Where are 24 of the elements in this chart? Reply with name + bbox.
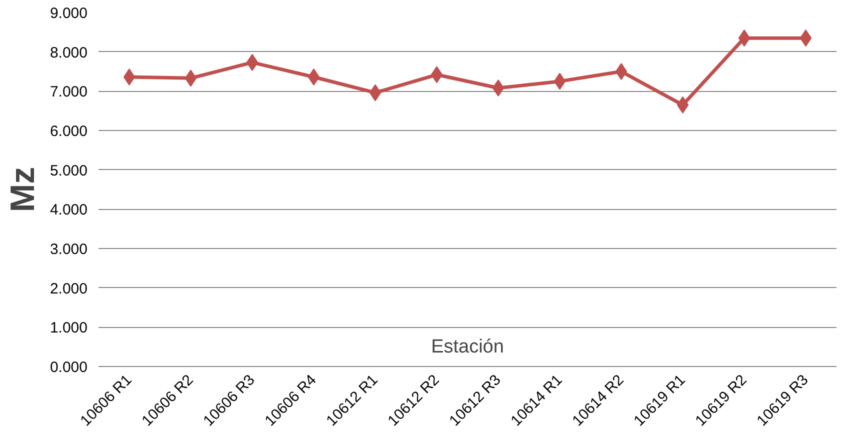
point <box>615 63 628 80</box>
point <box>492 80 504 97</box>
point <box>123 68 136 86</box>
point <box>738 30 750 47</box>
y-tick-label: 4.000 <box>50 202 88 219</box>
point <box>308 68 320 86</box>
y-tick-label: 9.000 <box>50 5 88 22</box>
y-tick-label: 8.000 <box>50 44 88 62</box>
y-tick-label: 3.000 <box>50 241 88 258</box>
y-tick-label: 7.000 <box>50 84 88 101</box>
point <box>430 66 443 84</box>
y-tick-label: 5.000 <box>50 162 88 180</box>
y-tick-label: 2.000 <box>50 280 88 298</box>
point <box>246 54 258 71</box>
y-axis-title: Mz <box>4 166 42 212</box>
y-tick-label: 6.000 <box>50 123 88 140</box>
point <box>800 30 812 47</box>
y-tick-label: 0.000 <box>50 359 88 376</box>
x-axis-title: Estación <box>431 336 504 358</box>
point <box>676 96 689 114</box>
point <box>554 72 566 90</box>
point <box>369 84 382 102</box>
y-tick-label: 1.000 <box>50 320 88 337</box>
point <box>184 70 197 87</box>
